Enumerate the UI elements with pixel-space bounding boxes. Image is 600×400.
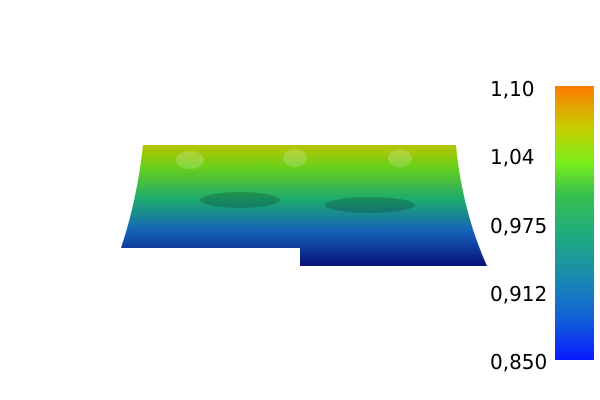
- deformed-mesh-surface: [121, 145, 487, 266]
- colorbar: [555, 86, 594, 360]
- colorbar-gradient: [555, 86, 594, 360]
- colorbar-tick-label: 1,10: [490, 77, 535, 101]
- colorbar-tick-label: 0,850: [490, 350, 548, 374]
- colorbar-tick-label: 1,04: [490, 145, 535, 169]
- colorbar-tick-label: 0,975: [490, 214, 548, 238]
- mesh-shading: [176, 149, 415, 213]
- colorbar-tick-label: 0,912: [490, 282, 548, 306]
